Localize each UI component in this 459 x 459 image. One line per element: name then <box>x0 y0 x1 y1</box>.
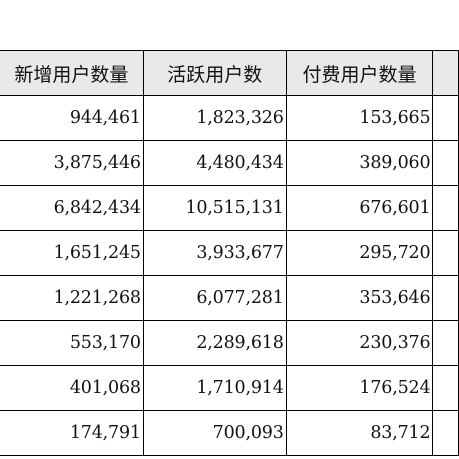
table-row: 1,651,245 3,933,677 295,720 <box>0 230 459 276</box>
cell-cut-off <box>432 185 459 231</box>
cell-cut-off <box>432 95 459 141</box>
cell-active-users: 2,289,618 <box>142 320 287 366</box>
cell-active-users: 4,480,434 <box>142 140 287 186</box>
user-stats-table: 新增用户数量 活跃用户数 付费用户数量 944,461 1,823,326 153,… <box>0 50 459 456</box>
cell-paying-users: 230,376 <box>285 320 434 366</box>
cell-paying-users: 83,712 <box>285 410 434 456</box>
cell-paying-users: 353,646 <box>285 275 434 321</box>
header-paying-users: 付费用户数量 <box>285 50 434 96</box>
header-row: 新增用户数量 活跃用户数 付费用户数量 <box>0 50 459 96</box>
cell-paying-users: 153,665 <box>285 95 434 141</box>
cell-cut-off <box>432 275 459 321</box>
table-row: 1,221,268 6,077,281 353,646 <box>0 275 459 321</box>
table-row: 3,875,446 4,480,434 389,060 <box>0 140 459 186</box>
cell-cut-off <box>432 410 459 456</box>
cell-new-users: 944,461 <box>0 95 144 141</box>
cell-active-users: 1,710,914 <box>142 365 287 411</box>
cell-paying-users: 389,060 <box>285 140 434 186</box>
cell-cut-off <box>432 365 459 411</box>
header-new-users: 新增用户数量 <box>0 50 144 96</box>
table-row: 944,461 1,823,326 153,665 <box>0 95 459 141</box>
cell-new-users: 1,221,268 <box>0 275 144 321</box>
table-row: 6,842,434 10,515,131 676,601 <box>0 185 459 231</box>
cell-paying-users: 295,720 <box>285 230 434 276</box>
cell-paying-users: 176,524 <box>285 365 434 411</box>
cell-new-users: 174,791 <box>0 410 144 456</box>
cell-new-users: 1,651,245 <box>0 230 144 276</box>
header-cut-off-column <box>432 50 459 96</box>
cell-cut-off <box>432 230 459 276</box>
cell-new-users: 401,068 <box>0 365 144 411</box>
table-row: 174,791 700,093 83,712 <box>0 410 459 456</box>
cell-active-users: 6,077,281 <box>142 275 287 321</box>
cell-active-users: 1,823,326 <box>142 95 287 141</box>
cell-paying-users: 676,601 <box>285 185 434 231</box>
table-container: 新增用户数量 活跃用户数 付费用户数量 944,461 1,823,326 153,… <box>0 50 459 456</box>
table-row: 553,170 2,289,618 230,376 <box>0 320 459 366</box>
cell-cut-off <box>432 140 459 186</box>
cell-new-users: 553,170 <box>0 320 144 366</box>
cell-active-users: 10,515,131 <box>142 185 287 231</box>
table-body: 944,461 1,823,326 153,665 3,875,446 4,480,43… <box>0 95 459 456</box>
table-row: 401,068 1,710,914 176,524 <box>0 365 459 411</box>
cell-active-users: 700,093 <box>142 410 287 456</box>
cell-cut-off <box>432 320 459 366</box>
table-header: 新增用户数量 活跃用户数 付费用户数量 <box>0 50 459 96</box>
cell-new-users: 3,875,446 <box>0 140 144 186</box>
cell-active-users: 3,933,677 <box>142 230 287 276</box>
header-active-users: 活跃用户数 <box>142 50 287 96</box>
cell-new-users: 6,842,434 <box>0 185 144 231</box>
